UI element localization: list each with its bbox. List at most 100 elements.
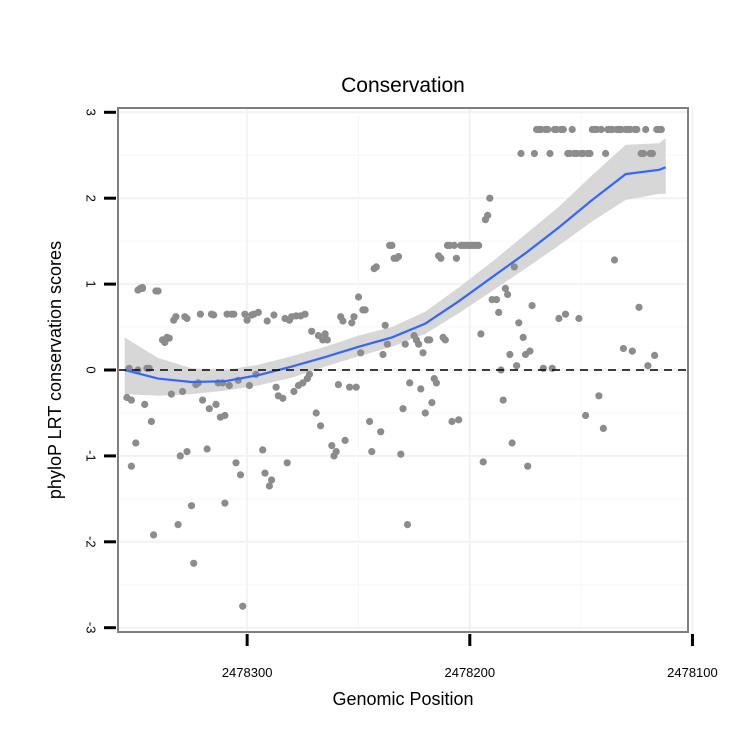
- data-point: [501, 284, 509, 292]
- data-point: [515, 319, 523, 327]
- data-point: [492, 296, 501, 304]
- data-point: [239, 602, 247, 610]
- data-point: [372, 263, 380, 271]
- data-point: [530, 149, 539, 158]
- data-point: [555, 314, 563, 323]
- data-point: [279, 394, 287, 402]
- y-axis-title: phyloP LRT conservation scores: [45, 241, 65, 499]
- data-point: [602, 149, 610, 158]
- data-point: [628, 347, 636, 355]
- y-tick-label: 0: [84, 366, 99, 373]
- x-axis-title: Genomic Position: [332, 689, 473, 709]
- data-point: [479, 458, 487, 466]
- data-point: [568, 125, 576, 134]
- data-point: [441, 336, 449, 344]
- data-point: [586, 149, 594, 158]
- data-point: [388, 241, 396, 249]
- data-point: [597, 125, 605, 134]
- data-point: [145, 364, 153, 372]
- y-tick-label: -1: [84, 450, 99, 462]
- data-point: [212, 400, 220, 408]
- data-point: [179, 387, 187, 396]
- data-point: [639, 149, 648, 158]
- y-tick-label: -3: [84, 622, 99, 634]
- data-point: [582, 411, 590, 420]
- y-tick-label: 2: [84, 195, 99, 202]
- data-point: [648, 149, 657, 158]
- data-point: [183, 314, 191, 323]
- data-point: [379, 350, 387, 359]
- data-point: [366, 417, 374, 426]
- data-point: [559, 125, 567, 134]
- data-point: [432, 379, 440, 387]
- data-point: [619, 344, 628, 353]
- data-point: [599, 424, 608, 432]
- data-point: [651, 351, 659, 359]
- data-point: [334, 381, 342, 389]
- data-point: [526, 347, 534, 355]
- data-point: [510, 263, 518, 271]
- data-point: [305, 370, 314, 378]
- data-point: [265, 482, 273, 490]
- data-point: [452, 254, 460, 262]
- data-point: [299, 379, 307, 387]
- data-point: [270, 311, 278, 319]
- data-point: [290, 387, 298, 396]
- x-tick-label: 2478100: [667, 665, 718, 680]
- x-tick-label: 2478300: [222, 665, 273, 680]
- data-point: [268, 476, 276, 484]
- data-point: [243, 316, 251, 324]
- data-point: [187, 502, 196, 510]
- data-point: [183, 448, 191, 456]
- data-point: [519, 333, 527, 341]
- data-point: [610, 256, 619, 264]
- data-point: [301, 310, 309, 318]
- data-point: [381, 321, 389, 329]
- smooth-curve: [124, 166, 667, 384]
- data-point: [205, 405, 213, 413]
- data-point: [544, 125, 552, 134]
- data-point: [283, 459, 291, 467]
- data-point: [245, 381, 253, 390]
- data-point: [401, 340, 409, 348]
- data-point: [350, 313, 358, 321]
- data-point: [633, 125, 641, 134]
- data-point: [352, 383, 360, 391]
- data-point: [361, 306, 369, 314]
- data-point: [312, 409, 320, 417]
- data-point: [475, 241, 483, 249]
- data-point: [642, 125, 650, 134]
- data-point: [486, 194, 494, 202]
- data-point: [657, 125, 665, 134]
- data-point: [221, 411, 229, 420]
- data-point: [196, 310, 204, 318]
- data-point: [528, 302, 536, 310]
- data-point: [575, 314, 583, 323]
- data-point: [394, 253, 403, 261]
- data-point: [644, 362, 652, 370]
- data-point: [154, 287, 162, 295]
- data-point: [406, 379, 414, 387]
- data-point: [450, 241, 458, 249]
- data-point: [332, 448, 340, 456]
- chart-title: Conservation: [341, 74, 465, 97]
- confidence-band-area: [124, 138, 666, 396]
- data-point: [241, 310, 249, 318]
- data-point: [210, 311, 218, 319]
- data-point: [595, 392, 603, 400]
- data-point: [426, 336, 434, 344]
- data-point: [484, 211, 492, 219]
- data-point: [176, 452, 184, 460]
- data-point: [172, 313, 180, 321]
- data-point: [548, 364, 556, 372]
- data-point: [455, 416, 463, 424]
- data-point: [346, 383, 354, 391]
- data-point: [339, 317, 347, 325]
- data-point: [165, 334, 173, 342]
- data-point: [236, 471, 245, 479]
- data-point: [174, 521, 182, 529]
- data-point: [477, 330, 485, 338]
- smooth-line: [124, 166, 667, 384]
- axis-ticks: 3 2 1 0 -1 -2 -3 2478300 2478200 2478100: [84, 109, 718, 680]
